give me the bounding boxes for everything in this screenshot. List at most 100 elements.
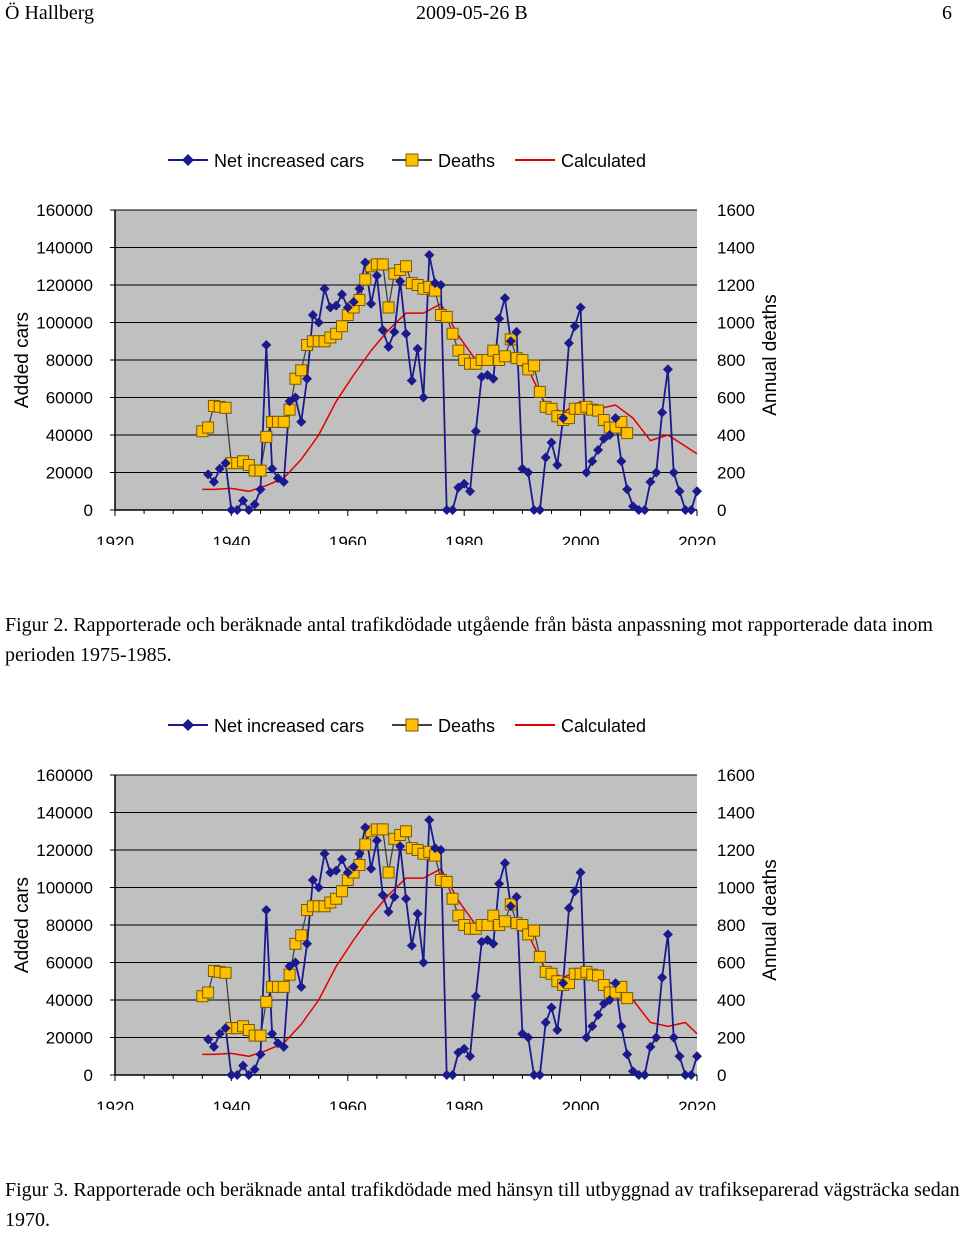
cars-point — [389, 891, 400, 902]
cars-point — [645, 1041, 656, 1052]
cars-point — [616, 456, 627, 467]
cars-point — [657, 972, 668, 983]
cars-point — [470, 991, 481, 1002]
cars-point — [587, 1021, 598, 1032]
deaths-point — [446, 327, 459, 340]
cars-point — [203, 1034, 214, 1045]
header-author: Ö Hallberg — [5, 2, 95, 24]
cars-point — [238, 495, 249, 506]
cars-point — [505, 901, 516, 912]
figure-3-label: Figur 3 — [5, 1179, 64, 1201]
cars-point — [569, 321, 580, 332]
cars-point — [232, 505, 243, 515]
y-right-tick-label: 0 — [717, 501, 726, 520]
cars-point — [593, 445, 604, 455]
cars-point — [558, 978, 569, 989]
deaths-point — [498, 915, 511, 928]
x-tick-label: 1920 — [96, 1098, 134, 1110]
y-right-tick-label: 1400 — [717, 239, 755, 258]
cars-point — [465, 486, 476, 497]
cars-point — [575, 302, 586, 313]
cars-point — [371, 835, 382, 846]
cars-point — [686, 505, 697, 515]
deaths-point — [446, 892, 459, 905]
header-page-number: 6 — [942, 2, 952, 24]
y-left-tick-label: 80000 — [46, 351, 93, 370]
cars-point — [563, 338, 574, 349]
chart-svg: 0200004000060000800001000001200001400001… — [12, 716, 781, 1110]
cars-point — [278, 476, 289, 487]
figure-2-chart: 0 20000 40000 60000 80000 100000 120000 140000 1… — [0, 145, 960, 545]
cars-point — [232, 1070, 243, 1080]
y-right-tick-label: 200 — [717, 1029, 745, 1048]
deaths-point — [254, 464, 267, 477]
cars-point — [214, 1028, 225, 1039]
cars-point — [342, 302, 353, 313]
y-right-tick-label: 1400 — [717, 804, 755, 823]
cars-point — [435, 845, 446, 855]
y-right-tick-label: 400 — [717, 426, 745, 445]
cars-point — [296, 416, 307, 427]
cars-point — [645, 476, 656, 487]
y-left-tick-label: 20000 — [46, 1029, 93, 1048]
deaths-point — [202, 986, 215, 999]
y-right-tick-label: 1000 — [717, 879, 755, 898]
y-left-tick-label: 160000 — [36, 766, 93, 785]
cars-point — [540, 1017, 551, 1028]
cars-point — [633, 1070, 644, 1080]
y-right-tick-label: 1000 — [717, 314, 755, 333]
cars-point — [692, 486, 702, 497]
y-right-tick-label: 1200 — [717, 841, 755, 860]
x-tick-label: 2000 — [562, 1098, 600, 1110]
cars-point — [575, 867, 586, 878]
cars-point — [447, 505, 458, 515]
deaths-point — [335, 320, 348, 333]
cars-point — [529, 505, 540, 515]
cars-point — [412, 908, 423, 919]
cars-point — [395, 276, 406, 287]
cars-point — [366, 298, 377, 309]
cars-point — [238, 1060, 249, 1071]
deaths-point — [400, 825, 412, 838]
y-left-axis-title: Added cars — [12, 877, 33, 973]
cars-point — [680, 1070, 691, 1080]
deaths-point — [260, 995, 273, 1008]
cars-point — [616, 1021, 627, 1032]
cars-point — [354, 848, 365, 859]
cars-point — [488, 373, 499, 384]
cars-point — [563, 903, 574, 914]
cars-point — [255, 1049, 266, 1060]
cars-point — [249, 1064, 260, 1075]
cars-point — [680, 505, 691, 515]
y-left-tick-label: 0 — [84, 1066, 93, 1085]
cars-point — [668, 467, 679, 478]
x-tick-label: 1940 — [212, 1098, 250, 1110]
cars-point — [366, 863, 377, 874]
deaths-point — [440, 875, 453, 888]
cars-point — [249, 499, 260, 510]
cars-point — [383, 341, 394, 352]
cars-point — [639, 505, 650, 515]
y-left-tick-label: 100000 — [36, 879, 93, 898]
deaths-point — [277, 980, 290, 993]
legend-deaths-marker — [405, 153, 419, 167]
cars-point — [336, 854, 347, 865]
cars-point — [686, 1070, 697, 1080]
x-tick-label: 1940 — [212, 533, 250, 545]
cars-point — [651, 1032, 662, 1043]
legend-calculated-label: Calculated — [561, 716, 646, 736]
cars-point — [470, 426, 481, 437]
y-left-tick-label: 20000 — [46, 464, 93, 483]
y-right-tick-label: 1600 — [717, 201, 755, 220]
cars-point — [587, 456, 598, 467]
cars-point — [441, 1070, 452, 1080]
deaths-point — [376, 258, 389, 271]
y-right-tick-label: 1600 — [717, 766, 755, 785]
y-right-tick-label: 800 — [717, 351, 745, 370]
cars-point — [383, 906, 394, 917]
y-right-tick-label: 600 — [717, 389, 745, 408]
cars-point — [307, 875, 318, 885]
deaths-point — [400, 260, 412, 273]
cars-point — [534, 505, 545, 515]
deaths-point — [533, 950, 546, 963]
